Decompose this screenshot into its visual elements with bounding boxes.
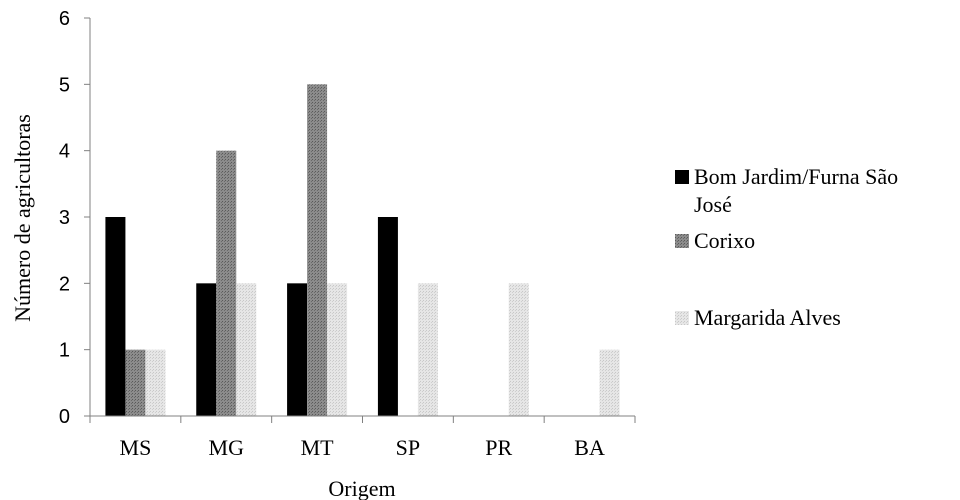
bar-mg-series-1 [196, 283, 217, 416]
bars-group [105, 84, 620, 416]
y-tick-label: 6 [59, 8, 70, 30]
x-category-label: MS [120, 435, 152, 460]
legend-label-series-1: Bom Jardim/Furna São José [694, 164, 898, 217]
bar-mt-series-3 [327, 283, 348, 416]
legend-swatch-series-1 [675, 170, 689, 184]
y-tick-label: 3 [59, 207, 70, 229]
bar-pr-series-3 [508, 283, 529, 416]
legend: Bom Jardim/Furna São José Corixo Margarida … [675, 164, 898, 330]
y-axis-title: Número de agricultoras [10, 114, 35, 322]
bar-ms-series-2 [125, 349, 146, 416]
x-category-label: SP [396, 435, 420, 460]
legend-label-series-2: Corixo [694, 228, 755, 253]
bar-sp-series-3 [417, 283, 438, 416]
x-category-label: MT [301, 435, 335, 460]
y-tick-label: 0 [59, 406, 70, 428]
bar-mt-series-2 [307, 84, 328, 416]
x-axis-title: Origem [328, 476, 395, 500]
y-tick-label: 4 [59, 141, 70, 163]
x-category-label: PR [485, 435, 512, 460]
y-tick-label: 1 [59, 340, 70, 362]
y-tick-label: 2 [59, 273, 70, 295]
x-category-labels: MS MG MT SP PR BA [120, 435, 605, 460]
bar-mg-series-3 [236, 283, 257, 416]
y-tick-labels: 0 1 2 3 4 5 6 [59, 8, 70, 428]
x-category-label: BA [574, 435, 605, 460]
bar-mt-series-1 [287, 283, 308, 416]
legend-swatch-series-3 [675, 311, 689, 325]
x-category-label: MG [209, 435, 245, 460]
legend-label-series-3: Margarida Alves [694, 305, 841, 330]
bar-ms-series-1 [105, 217, 126, 416]
bar-sp-series-1 [377, 217, 398, 416]
bar-mg-series-2 [216, 150, 237, 416]
y-tick-label: 5 [59, 74, 70, 96]
bar-ba-series-3 [599, 349, 620, 416]
axes-group [84, 17, 636, 423]
legend-swatch-series-2 [675, 234, 689, 248]
bar-ms-series-3 [145, 349, 166, 416]
